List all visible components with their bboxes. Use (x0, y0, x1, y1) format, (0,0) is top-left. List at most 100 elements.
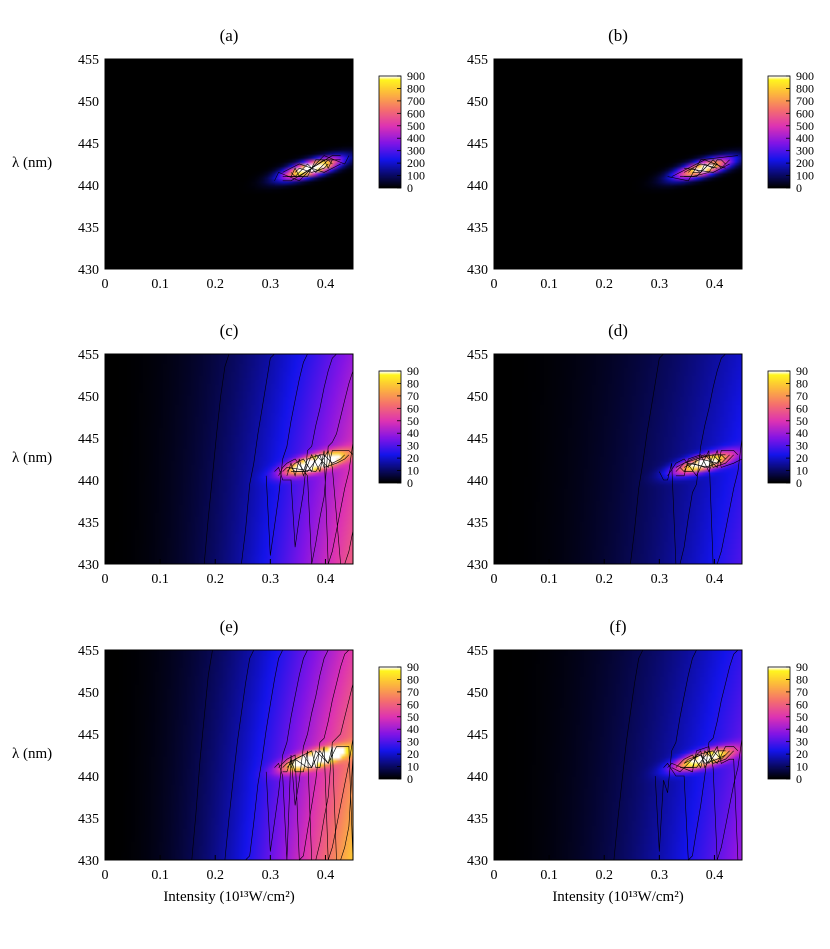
contour-line (654, 649, 701, 852)
colorbar (379, 371, 401, 483)
x-tick-label: 0 (491, 868, 498, 883)
colorbar-tick-label: 90 (407, 364, 419, 378)
colorbar-frame (378, 370, 402, 484)
panel-title: (c) (220, 321, 239, 340)
y-tick-label: 455 (467, 348, 488, 363)
colorbar-tick-label: 20 (796, 451, 808, 465)
colorbar-tick-label: 30 (407, 439, 419, 453)
colorbar-tick-label: 60 (407, 697, 419, 711)
y-tick-label: 440 (78, 770, 99, 785)
contour-line (684, 163, 730, 173)
y-tick-label: 445 (78, 728, 99, 743)
y-tick-label: 445 (467, 137, 488, 152)
colorbar-tick-label: 40 (796, 426, 808, 440)
panel-d: (d)0 0.1 0.2 0.3 0.4430435440445450455010203… (467, 321, 808, 587)
colorbar-tick-label: 20 (407, 451, 419, 465)
x-tick-label: 0.2 (206, 277, 224, 292)
panel-c: (c) 0 0.1 0.2 0.3 0.4 430 435 440 445 450 455 λ (nm)… (12, 321, 419, 587)
plot-frame (104, 58, 354, 270)
colorbar-frame (378, 666, 402, 780)
contour-line (683, 163, 718, 173)
colorbar-tick-label: 100 (407, 169, 425, 183)
plot-frame (493, 58, 743, 270)
colorbar-tick-label: 900 (796, 69, 814, 83)
plot-frame (493, 353, 743, 565)
y-axis-label: λ (nm) (12, 450, 52, 466)
y-tick-label: 430 (467, 854, 488, 869)
y-tick-label: 435 (467, 221, 488, 236)
contour-line (282, 683, 354, 861)
colorbar-tick-label: 70 (796, 389, 808, 403)
colorbar-tick-label: 0 (796, 476, 802, 490)
colorbar-tick-label: 80 (796, 672, 808, 686)
x-tick-label: 0 (102, 572, 109, 587)
y-axis-label: λ (nm) (12, 155, 52, 171)
colorbar-tick-label: 200 (407, 156, 425, 170)
colorbar-frame (767, 370, 791, 484)
colorbar-tick-label: 80 (407, 376, 419, 390)
colorbar-frame (767, 75, 791, 189)
x-tick-label: 0.1 (151, 277, 169, 292)
colorbar-tick-label: 50 (407, 710, 419, 724)
contour-line (291, 454, 350, 472)
contour-line (274, 649, 333, 861)
contour-line (286, 450, 354, 473)
colorbar-tick-label: 20 (796, 747, 808, 761)
x-tick-label: 0 (102, 277, 109, 292)
x-tick-label: 0.3 (651, 572, 669, 587)
colorbar-tick-label: 400 (796, 131, 814, 145)
colorbar-tick-label: 0 (407, 181, 413, 195)
x-tick-label: 0.3 (651, 868, 669, 883)
x-tick-label: 0.2 (595, 277, 613, 292)
x-tick-label: 0.1 (540, 277, 558, 292)
contour-line (278, 649, 353, 861)
y-tick-label: 435 (78, 516, 99, 531)
contour-line (692, 163, 718, 173)
colorbar-tick-label: 900 (407, 69, 425, 83)
x-tick-label: 0.4 (317, 868, 335, 883)
colorbar-tick-label: 60 (796, 697, 808, 711)
heatmap-image (494, 650, 742, 860)
y-axis-label: λ (nm) (12, 746, 52, 762)
colorbar-tick-label: 30 (407, 735, 419, 749)
y-tick-label: 440 (467, 770, 488, 785)
colorbar-tick-label: 70 (796, 685, 808, 699)
x-axis-label: Intensity (10¹³W/cm²) (552, 889, 683, 905)
plot-frame (104, 353, 354, 565)
panel-title: (d) (608, 321, 628, 340)
colorbar-tick-label: 90 (796, 660, 808, 674)
colorbar-tick-label: 10 (407, 760, 419, 774)
colorbar-tick-label: 60 (407, 401, 419, 415)
x-tick-label: 0.4 (706, 277, 724, 292)
y-tick-label: 435 (78, 221, 99, 236)
x-tick-label: 0.4 (317, 277, 335, 292)
contour-line (684, 159, 726, 177)
x-tick-label: 0 (102, 868, 109, 883)
colorbar-tick-label: 600 (407, 106, 425, 120)
contour-line (286, 746, 354, 861)
contour-line (663, 649, 742, 861)
colorbar-tick-label: 60 (796, 401, 808, 415)
x-tick-label: 0.2 (206, 572, 224, 587)
panel-e: (e) 0 0.1 0.2 0.3 0.4 430 435 440 445 450 455 λ (nm)… (12, 617, 419, 905)
x-tick-label: 0 (491, 277, 498, 292)
colorbar-tick-label: 100 (796, 169, 814, 183)
colorbar (768, 371, 790, 483)
colorbar (379, 667, 401, 779)
contour-line (675, 450, 739, 468)
y-tick-label: 445 (467, 432, 488, 447)
contour-line (290, 454, 345, 472)
x-tick-label: 0.2 (595, 572, 613, 587)
contour-line (688, 458, 722, 468)
x-tick-label: 0.2 (595, 868, 613, 883)
colorbar-tick-label: 20 (407, 747, 419, 761)
y-tick-label: 445 (78, 137, 99, 152)
contour-line (683, 754, 726, 764)
colorbar-tick-label: 300 (796, 144, 814, 158)
colorbar-tick-label: 80 (796, 376, 808, 390)
colorbar (379, 76, 401, 188)
colorbar-tick-label: 700 (407, 94, 425, 108)
colorbar-tick-label: 400 (407, 131, 425, 145)
contour-line (245, 649, 283, 861)
